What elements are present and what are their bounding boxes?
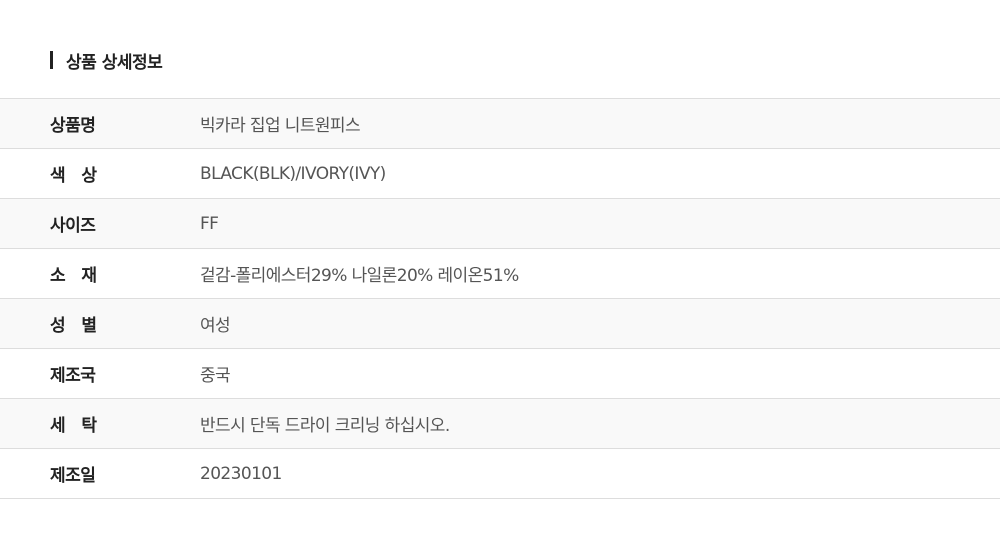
- table-row: 성 별 여성: [0, 299, 1000, 349]
- row-value: 겉감-폴리에스터29% 나일론20% 레이온51%: [200, 266, 519, 286]
- row-label: 상품명: [50, 116, 96, 136]
- table-row: 색 상 BLACK(BLK)/IVORY(IVY): [0, 149, 1000, 199]
- table-row: 상품명 빅카라 집업 니트원피스: [0, 99, 1000, 149]
- row-label: 사이즈: [50, 216, 96, 236]
- table-row: 제조국 중국: [0, 349, 1000, 399]
- table-row: 제조일 20230101: [0, 449, 1000, 499]
- section-header: 상품 상세정보: [50, 50, 163, 73]
- row-value: BLACK(BLK)/IVORY(IVY): [200, 163, 386, 184]
- table-row: 사이즈 FF: [0, 199, 1000, 249]
- row-value: 여성: [200, 316, 231, 336]
- row-label: 소 재: [50, 266, 97, 286]
- row-value: 반드시 단독 드라이 크리닝 하십시오.: [200, 416, 450, 436]
- section-title: 상품 상세정보: [66, 52, 163, 73]
- row-label: 성 별: [50, 316, 97, 336]
- row-value: 중국: [200, 366, 231, 386]
- table-row: 소 재 겉감-폴리에스터29% 나일론20% 레이온51%: [0, 249, 1000, 299]
- row-value: 20230101: [200, 463, 282, 484]
- row-label: 색 상: [50, 166, 97, 186]
- table-row: 세 탁 반드시 단독 드라이 크리닝 하십시오.: [0, 399, 1000, 449]
- row-value: 빅카라 집업 니트원피스: [200, 116, 361, 136]
- row-label: 세 탁: [50, 416, 97, 436]
- title-accent-bar: [50, 51, 53, 69]
- row-value: FF: [200, 213, 219, 234]
- row-label: 제조일: [50, 466, 96, 486]
- row-label: 제조국: [50, 366, 96, 386]
